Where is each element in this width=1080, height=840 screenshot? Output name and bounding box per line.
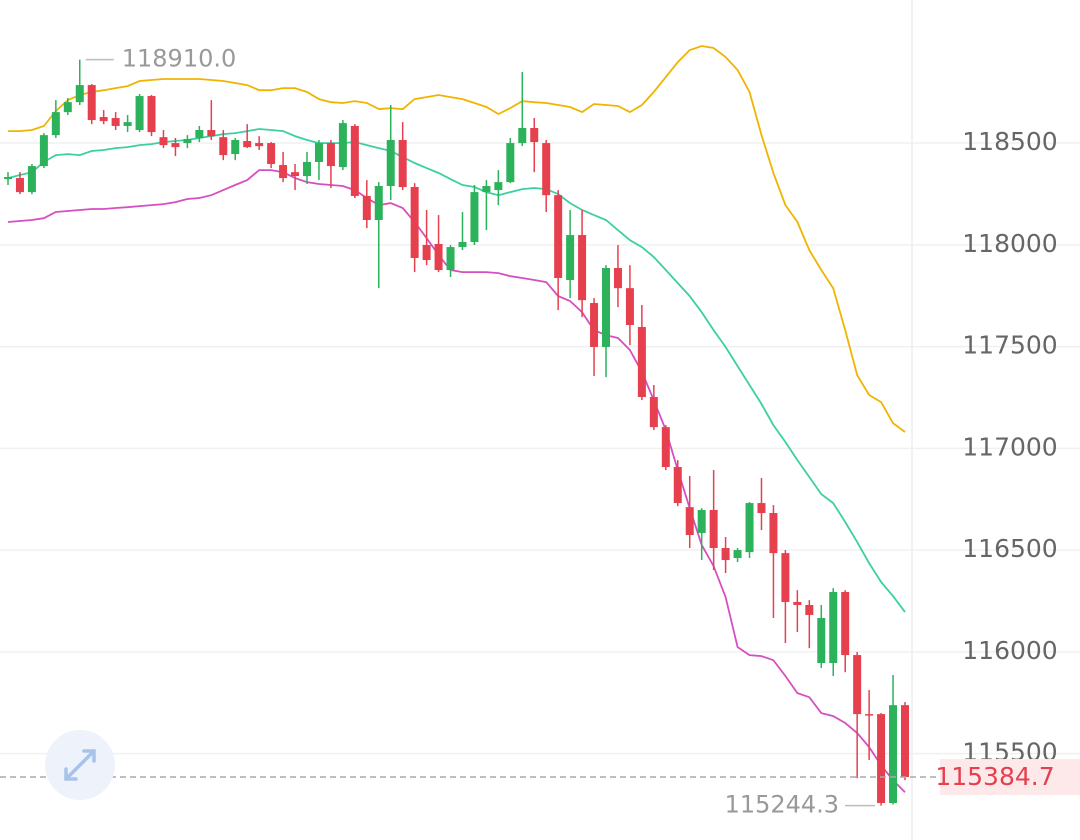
candle-body xyxy=(51,112,60,136)
expand-button[interactable] xyxy=(45,730,115,800)
candle-body xyxy=(757,503,766,514)
candle-body xyxy=(637,327,646,398)
candle-body xyxy=(255,143,264,147)
band-line xyxy=(7,128,906,613)
last-price-box xyxy=(940,759,1080,796)
candle-body xyxy=(613,268,622,289)
candle-body xyxy=(709,509,718,549)
candle-body xyxy=(291,172,300,177)
y-tick-label: 118000 xyxy=(962,229,1057,258)
candle-body xyxy=(147,96,156,133)
candle-body xyxy=(123,122,132,126)
candle-body xyxy=(769,513,778,554)
candle-body xyxy=(99,117,108,122)
candle-body xyxy=(506,143,515,183)
candle-body xyxy=(554,195,563,278)
candle-body xyxy=(219,137,228,156)
band-line xyxy=(7,169,906,793)
grid: 1155001160001165001170001175001180001185… xyxy=(0,127,1080,767)
candle-body xyxy=(422,245,431,261)
candle-body xyxy=(159,137,168,146)
candle-body xyxy=(303,161,311,177)
candle-body xyxy=(374,186,383,220)
candle-body xyxy=(314,143,323,162)
candle-body xyxy=(865,714,874,716)
candle-body xyxy=(171,143,180,148)
candle-body xyxy=(901,705,909,778)
y-tick-label: 117000 xyxy=(962,432,1057,461)
candle-body xyxy=(733,550,742,559)
candle-body xyxy=(518,128,527,144)
candle-body xyxy=(542,143,551,196)
candle-body xyxy=(87,85,96,121)
candle-body xyxy=(350,125,359,196)
candle-body xyxy=(566,235,575,281)
bands xyxy=(7,45,906,793)
candle-body xyxy=(231,140,240,155)
candle-body xyxy=(27,166,36,193)
candle-body xyxy=(183,138,192,144)
candle-body xyxy=(781,553,790,602)
candle-body xyxy=(673,467,682,504)
candle-body xyxy=(243,141,252,148)
high-label: 118910.0 xyxy=(122,45,237,73)
candle-body xyxy=(805,605,814,615)
y-tick-label: 116000 xyxy=(962,636,1057,665)
candle-body xyxy=(63,102,72,113)
candle-body xyxy=(75,85,84,103)
candle-body xyxy=(4,177,12,180)
candle-body xyxy=(434,243,443,271)
candle-body xyxy=(135,96,144,131)
candle-body xyxy=(578,235,587,301)
candle-body xyxy=(195,130,204,138)
candle-body xyxy=(386,140,395,187)
candle-body xyxy=(362,195,371,220)
candle-body xyxy=(877,714,886,804)
candle-body xyxy=(482,186,491,193)
candle-body xyxy=(889,705,898,804)
candle-body xyxy=(279,165,288,179)
candle-body xyxy=(817,618,826,664)
annotations: 118910.0 115244.3 115384.7 xyxy=(0,45,1080,819)
candle-body xyxy=(793,601,802,606)
candle-body xyxy=(602,268,610,347)
candle-body xyxy=(338,123,347,168)
candle-body xyxy=(530,128,539,143)
candle-body xyxy=(625,288,634,325)
last-price-label: 115384.7 xyxy=(935,762,1054,791)
candle-body xyxy=(267,143,276,165)
candle-body xyxy=(15,178,24,193)
low-label: 115244.3 xyxy=(725,791,840,819)
candle-body xyxy=(111,118,120,126)
candle-body xyxy=(853,655,862,715)
candle-body xyxy=(745,503,754,553)
candle-body xyxy=(661,427,670,468)
candle-body xyxy=(458,241,467,248)
y-tick-label: 117500 xyxy=(962,331,1057,360)
candle-body xyxy=(398,140,407,188)
y-tick-label: 116500 xyxy=(962,534,1057,563)
candle-body xyxy=(410,187,419,259)
candle-body xyxy=(494,182,503,191)
candle-body xyxy=(685,507,694,536)
candle-body xyxy=(446,247,455,271)
candle-body xyxy=(697,509,706,533)
candle-body xyxy=(39,135,48,167)
candles xyxy=(4,59,909,806)
candle-body xyxy=(829,591,838,664)
candle-body xyxy=(841,591,850,656)
candle-body xyxy=(326,143,335,167)
candle-body xyxy=(649,397,658,428)
candle-body xyxy=(590,303,599,347)
candle-body xyxy=(207,130,216,137)
band-line xyxy=(8,45,906,433)
expand-icon[interactable] xyxy=(64,749,96,781)
candle-body xyxy=(721,548,730,561)
candle-body xyxy=(470,192,479,242)
y-tick-label: 118500 xyxy=(962,127,1057,156)
